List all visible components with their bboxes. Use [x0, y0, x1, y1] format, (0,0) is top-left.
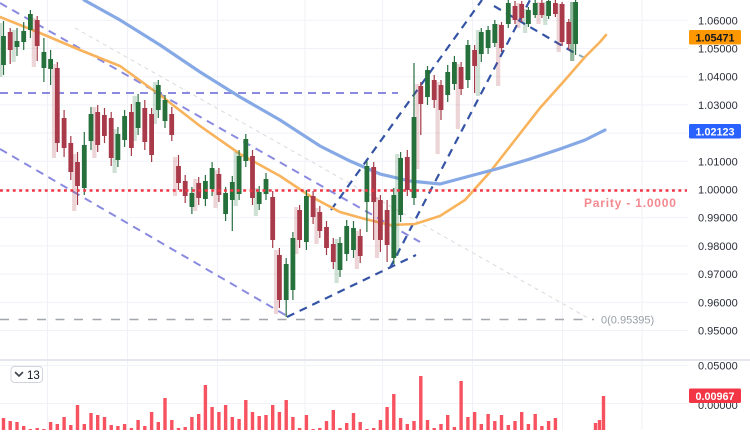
svg-text:0.00967: 0.00967 [696, 391, 735, 403]
svg-text:1.03000: 1.03000 [698, 100, 738, 112]
svg-text:1.00000: 1.00000 [698, 185, 738, 197]
svg-text:1.06000: 1.06000 [698, 15, 738, 27]
svg-text:0.95000: 0.95000 [698, 326, 738, 338]
svg-text:1.04000: 1.04000 [698, 72, 738, 84]
svg-text:1.01000: 1.01000 [698, 156, 738, 168]
svg-text:0.99000: 0.99000 [698, 213, 738, 225]
svg-text:0.05000: 0.05000 [698, 361, 738, 373]
svg-text:1.05000: 1.05000 [698, 44, 738, 56]
svg-text:0.97000: 0.97000 [698, 269, 738, 281]
svg-text:1.02123: 1.02123 [696, 127, 735, 139]
svg-text:0.98000: 0.98000 [698, 241, 738, 253]
svg-text:13: 13 [27, 370, 40, 382]
svg-text:0(0.95395): 0(0.95395) [601, 315, 654, 327]
svg-text:0.96000: 0.96000 [698, 297, 738, 309]
svg-text:Parity - 1.0000: Parity - 1.0000 [584, 196, 677, 210]
svg-text:1.05471: 1.05471 [696, 33, 735, 45]
